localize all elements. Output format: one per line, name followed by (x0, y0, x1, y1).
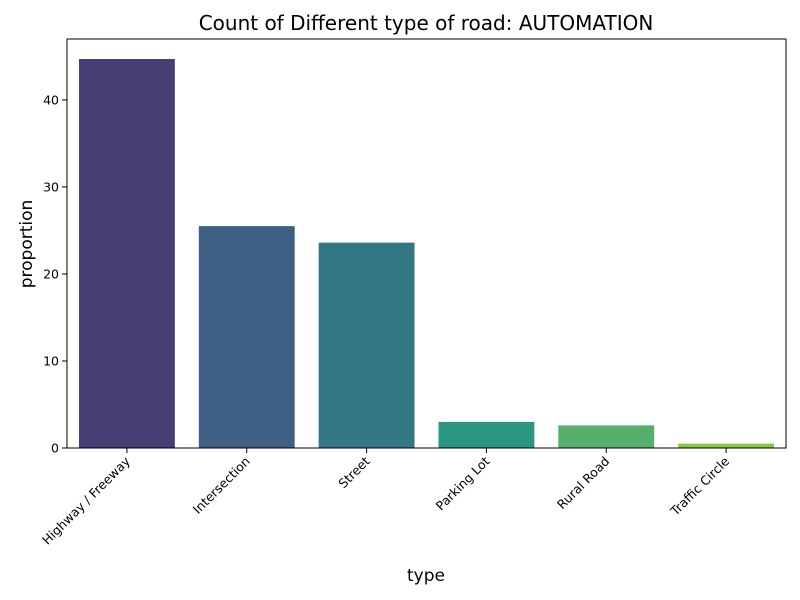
bar-traffic-circle (678, 443, 775, 448)
y-tick-label: 40 (43, 92, 59, 107)
bars-group (78, 59, 775, 448)
y-tick-label: 0 (51, 441, 59, 456)
bar-parking-lot (438, 421, 535, 448)
bar-highway-freeway (78, 59, 175, 448)
x-axis-label: type (407, 566, 445, 586)
bar-intersection (198, 226, 295, 448)
x-tick-label: Parking Lot (433, 453, 493, 513)
bar-street (318, 242, 415, 448)
x-tick-label: Traffic Circle (667, 453, 733, 519)
x-ticks-group: Highway / Freeway Intersection Street Parki… (39, 448, 732, 548)
x-tick-label: Street (335, 453, 373, 491)
y-ticks-group: 0 10 20 30 40 (43, 92, 67, 456)
x-tick-label: Intersection (190, 454, 253, 517)
y-tick-label: 20 (43, 266, 59, 281)
y-axis-label: proportion (17, 200, 37, 289)
bar-rural-road (558, 425, 655, 448)
plot-frame (66, 38, 787, 449)
x-tick-label: Highway / Freeway (39, 453, 133, 547)
y-tick-label: 30 (43, 179, 59, 194)
x-tick-label: Rural Road (554, 454, 612, 512)
y-tick-label: 10 (43, 353, 59, 368)
chart-title: Count of Different type of road: AUTOMAT… (199, 11, 654, 35)
